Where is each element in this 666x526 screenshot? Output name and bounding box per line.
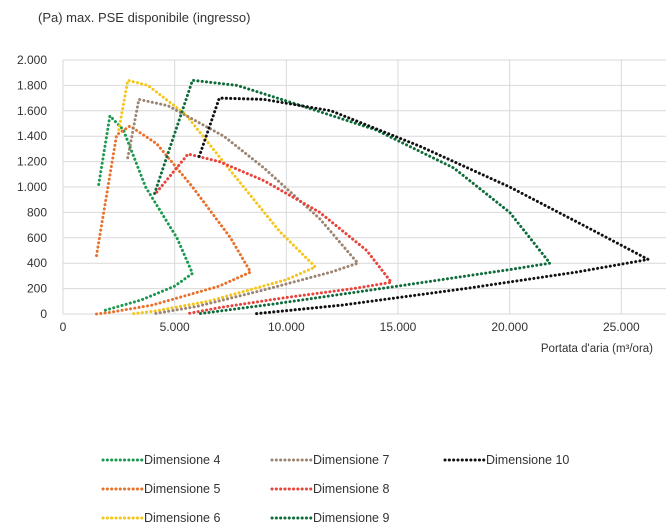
x-tick-label: 25.000	[603, 320, 640, 334]
y-tick-label: 1.400	[17, 129, 47, 143]
y-tick-label: 200	[27, 282, 47, 296]
y-tick-label: 1.200	[17, 155, 47, 169]
series-line-7	[197, 96, 650, 316]
y-tick-label: 600	[27, 231, 47, 245]
x-tick-label: 0	[60, 320, 67, 334]
legend-label: Dimensione 7	[313, 453, 389, 467]
x-tick-label: 20.000	[491, 320, 528, 334]
x-tick-label: 5.000	[160, 320, 190, 334]
legend-label: Dimensione 8	[313, 482, 389, 496]
legend-label: Dimensione 6	[144, 511, 220, 525]
legend: Dimensione 4 Dimensione 5 Dimensione 6 Dime…	[101, 453, 569, 525]
series-lines	[95, 78, 650, 316]
axes: 0 200 400 600 800 1.000 1.200 1.400 1.600 1.800 2.…	[17, 53, 653, 355]
series-line-2	[95, 124, 253, 316]
y-tick-label: 1.600	[17, 104, 47, 118]
x-tick-label: 15.000	[380, 320, 417, 334]
y-tick-label: 1.000	[17, 180, 47, 194]
legend-label: Dimensione 5	[144, 482, 220, 496]
series-line-5	[155, 152, 393, 316]
grid-lines	[62, 59, 666, 315]
legend-label: Dimensione 9	[313, 511, 389, 525]
x-axis-label: Portata d'aria (m³/ora)	[541, 343, 653, 355]
series-line-3	[117, 78, 317, 316]
series-line-1	[97, 114, 194, 312]
y-tick-label: 0	[40, 307, 47, 321]
y-tick-label: 1.800	[17, 78, 47, 92]
chart-title: (Pa) max. PSE disponibile (ingresso)	[38, 10, 251, 25]
legend-label: Dimensione 10	[486, 453, 569, 467]
y-tick-label: 2.000	[17, 53, 47, 67]
x-tick-label: 10.000	[268, 320, 305, 334]
y-tick-label: 400	[27, 256, 47, 270]
y-tick-label: 800	[27, 205, 47, 219]
legend-label: Dimensione 4	[144, 453, 220, 467]
series-line-4	[126, 97, 360, 316]
